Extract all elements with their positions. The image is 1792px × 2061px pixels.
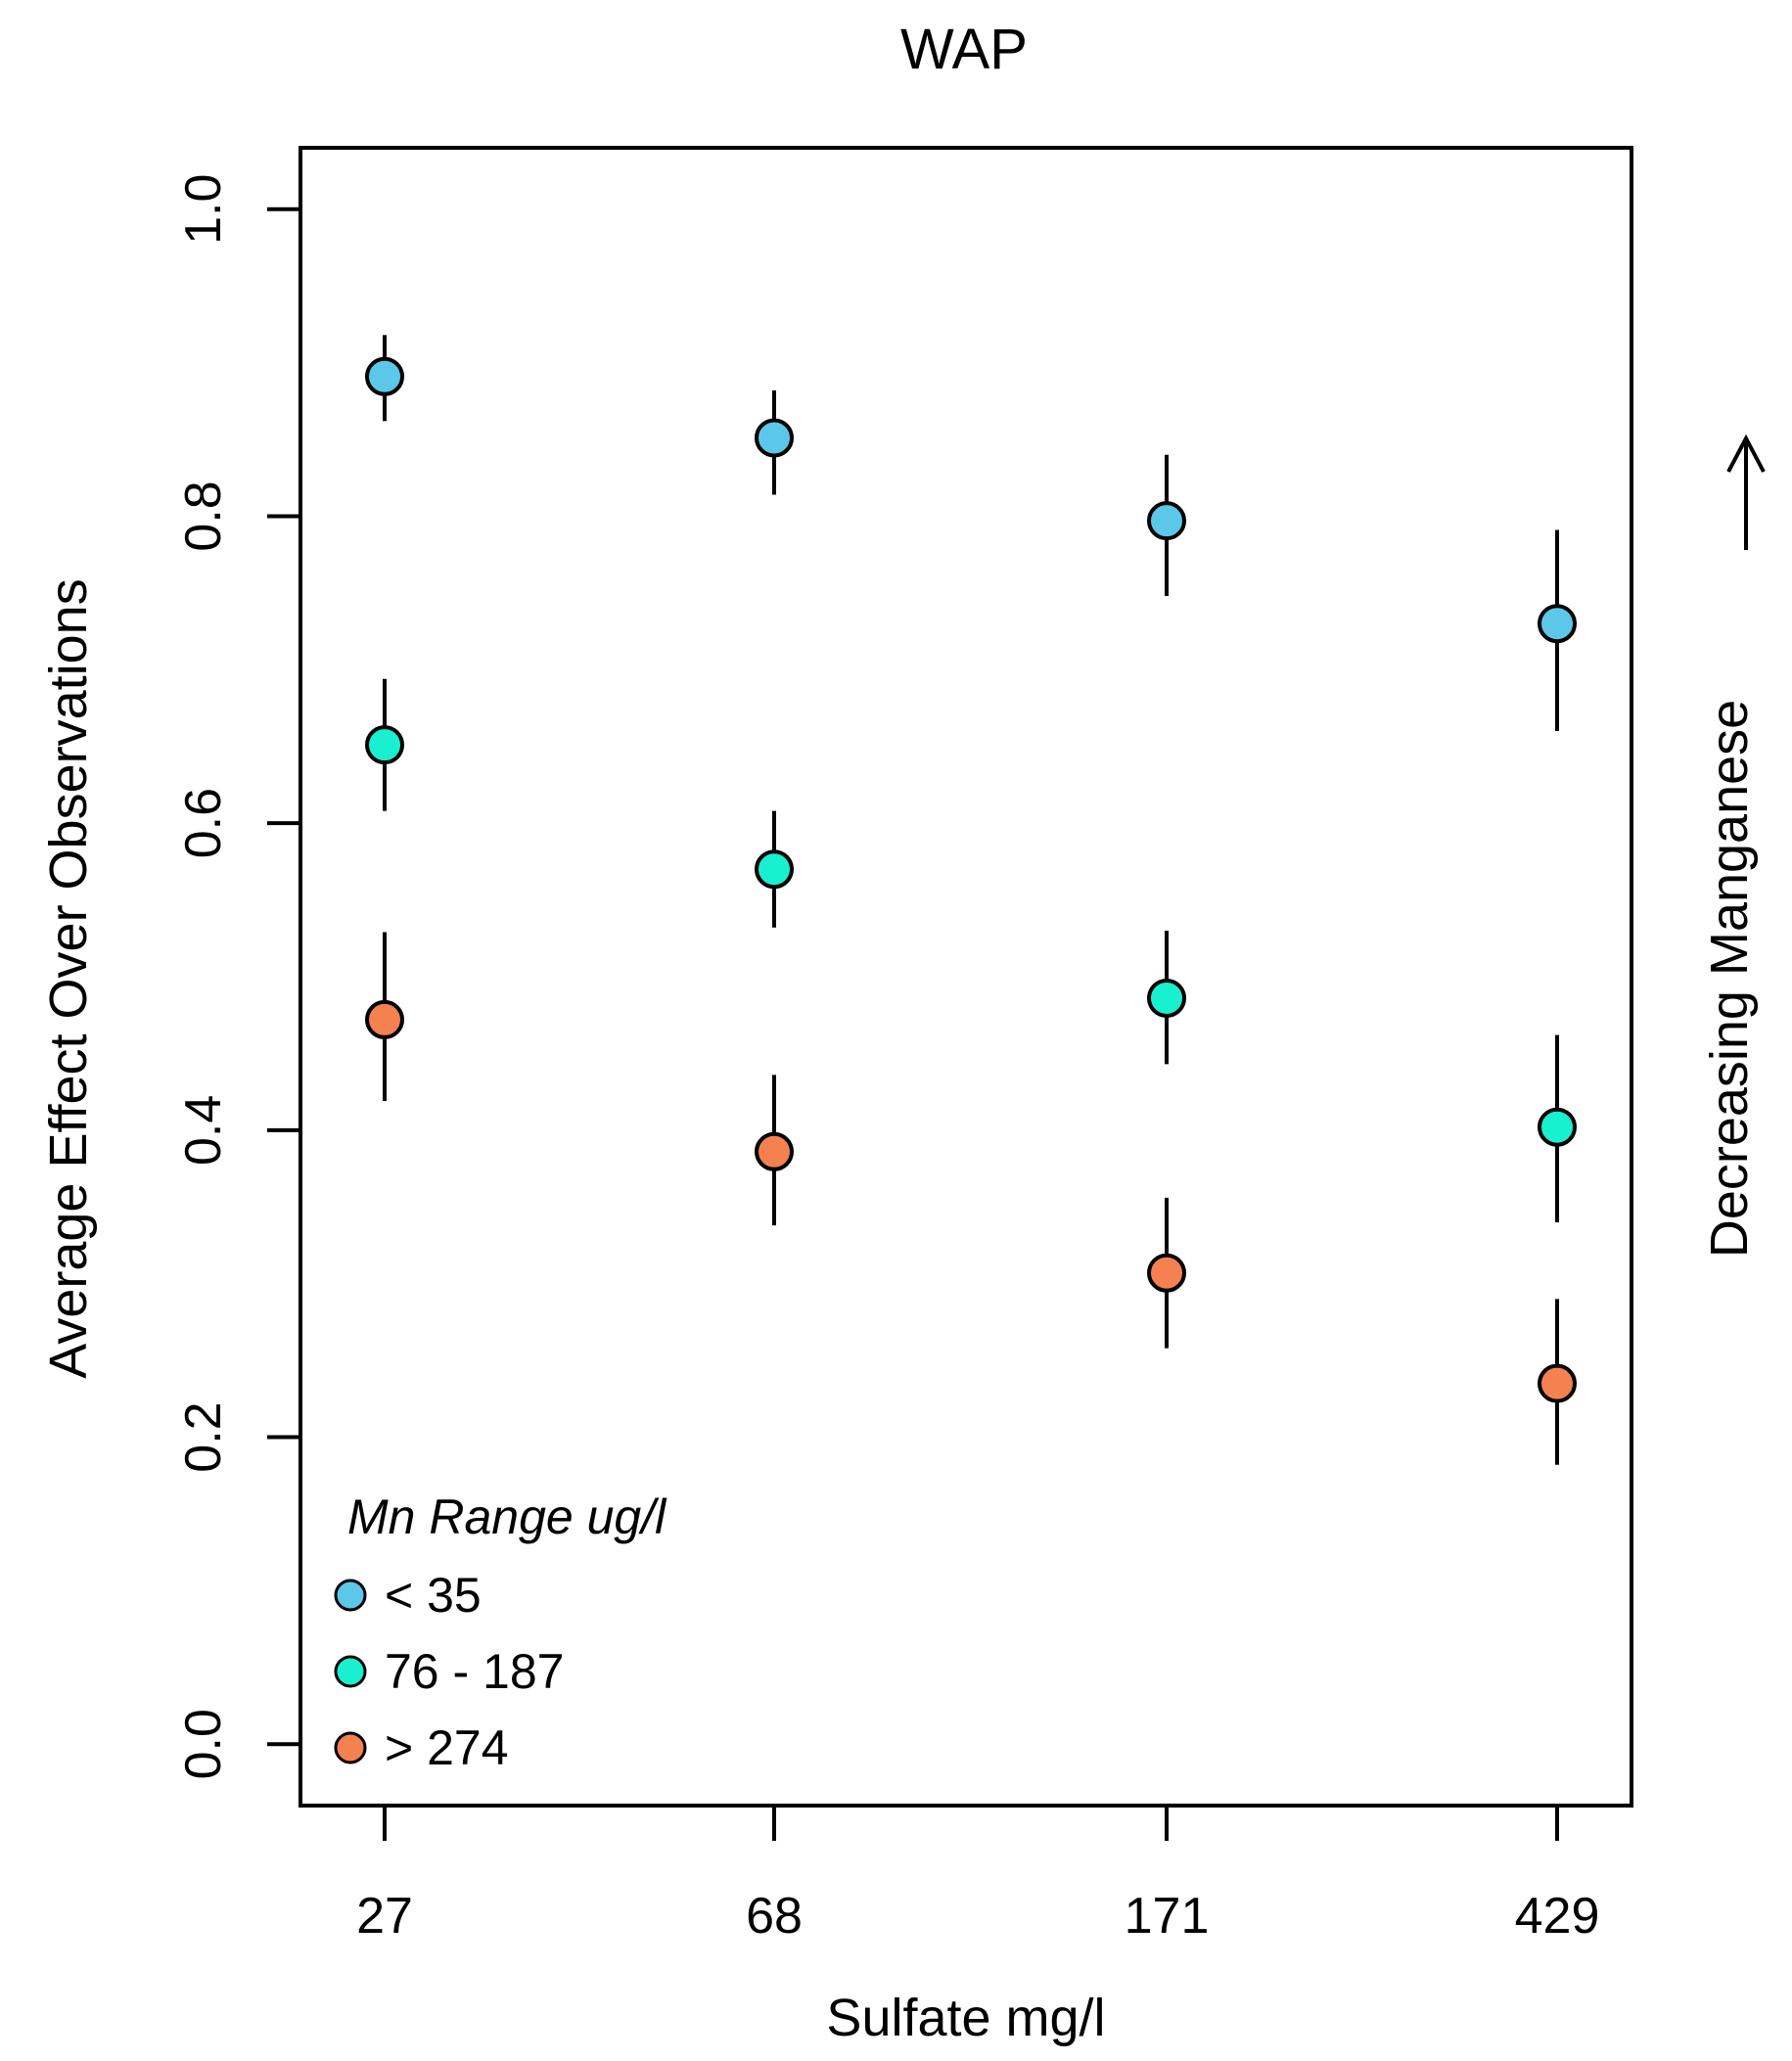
x-axis-title: Sulfate mg/l: [826, 1989, 1105, 2047]
data-point: [755, 1131, 794, 1171]
data-point: [1538, 1363, 1577, 1403]
x-axis: 27 68 171 429: [356, 1806, 1599, 1945]
y-tick-label: 0.2: [175, 1401, 232, 1472]
x-tick-label: 27: [356, 1888, 413, 1945]
y-tick-label: 0.0: [175, 1709, 232, 1779]
y-tick-label: 1.0: [175, 174, 232, 245]
data-point: [365, 999, 404, 1039]
data-point: [1538, 604, 1577, 644]
data-point: [1147, 1253, 1186, 1293]
x-tick-label: 429: [1515, 1888, 1600, 1945]
y-tick-label: 0.4: [175, 1095, 232, 1166]
arrow-up-icon: [1726, 434, 1766, 550]
y-tick-label: 0.8: [175, 481, 232, 551]
y-axis: 0.0 0.2 0.4 0.6 0.8 1.0: [175, 174, 300, 1779]
data-point: [1147, 501, 1186, 541]
data-point: [755, 849, 794, 890]
x-tick-label: 68: [746, 1888, 803, 1945]
data-point: [755, 418, 794, 458]
legend-marker: [334, 1655, 367, 1688]
y-tick-label: 0.6: [175, 788, 232, 858]
data-point: [1147, 978, 1186, 1018]
x-tick-label: 171: [1125, 1888, 1210, 1945]
y-axis-title: Average Effect Over Observations: [39, 578, 98, 1378]
data-point: [1538, 1107, 1577, 1147]
legend-label: 76 - 187: [385, 1644, 564, 1699]
data-point: [365, 356, 404, 396]
legend-label: > 274: [385, 1720, 509, 1775]
legend: Mn Range ug/l < 35 76 - 187 > 274: [334, 1489, 667, 1775]
legend-marker: [334, 1579, 367, 1612]
legend-items: < 35 76 - 187 > 274: [334, 1568, 564, 1775]
legend-title: Mn Range ug/l: [347, 1489, 667, 1544]
legend-marker: [334, 1731, 367, 1764]
chart-title: WAP: [900, 18, 1028, 81]
legend-label: < 35: [385, 1568, 482, 1623]
plot-frame: [299, 146, 1633, 1808]
side-label-decreasing-manganese: Decreasing Manganese: [1700, 700, 1759, 1258]
data-marks: [365, 335, 1577, 1465]
data-point: [365, 725, 404, 765]
